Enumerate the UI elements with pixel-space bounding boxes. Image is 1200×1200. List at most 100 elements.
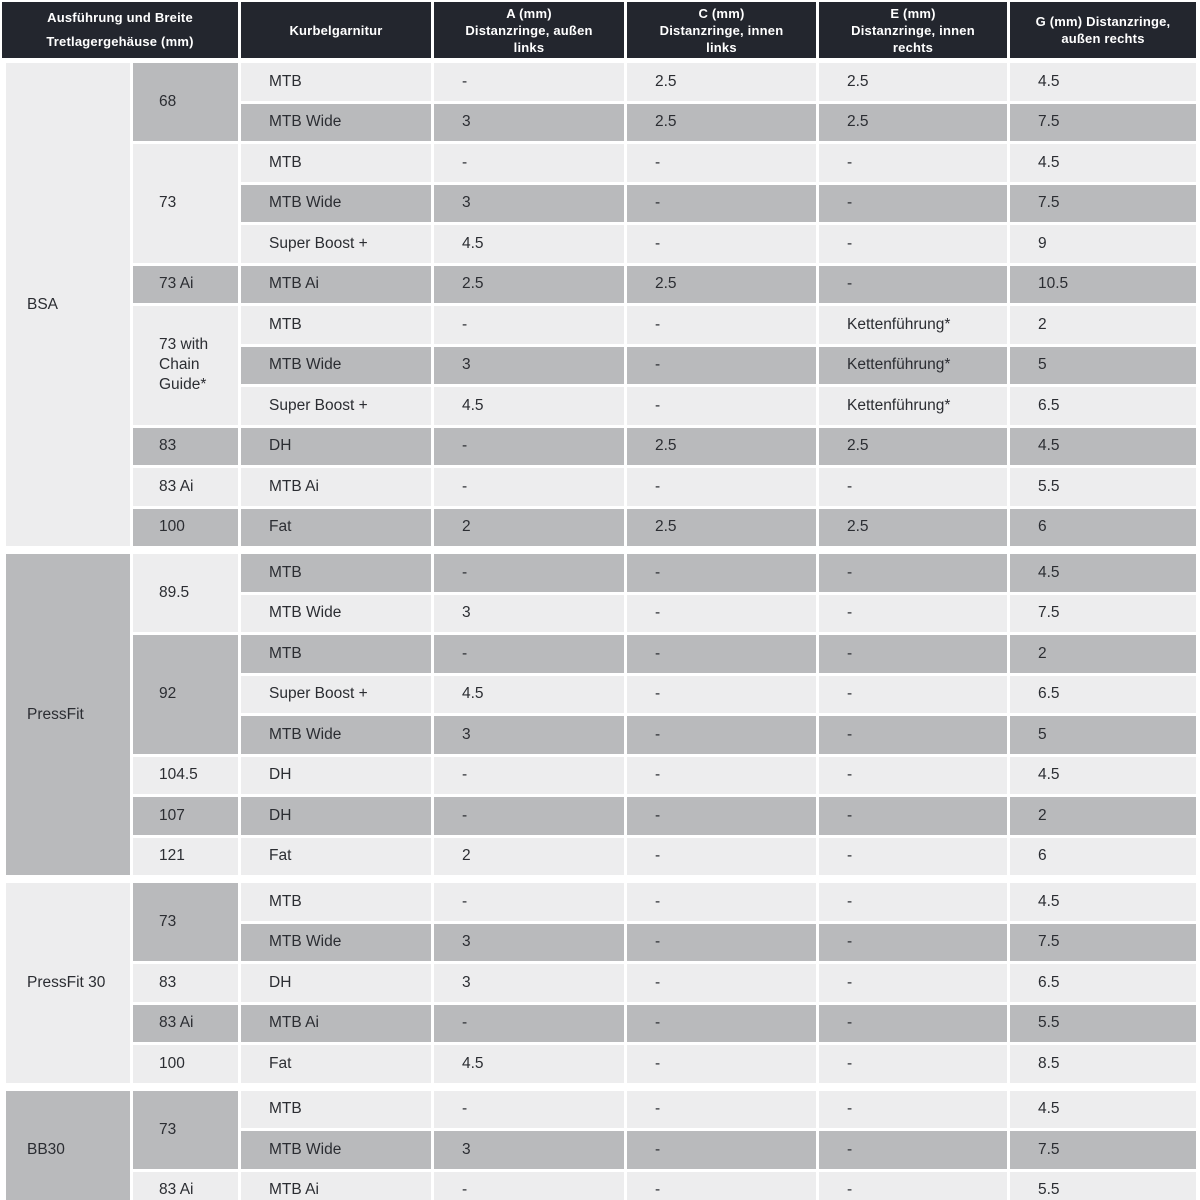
shell-width-cell: 73 (133, 144, 238, 263)
value-c-cell: - (627, 594, 816, 632)
value-g-cell: 2 (1010, 635, 1196, 673)
value-e-cell: - (819, 184, 1007, 222)
shell-width-cell: 73 (133, 1090, 238, 1169)
value-c-cell: - (627, 756, 816, 794)
value-a-cell: - (434, 797, 624, 835)
value-c-cell: - (627, 306, 816, 344)
shell-width-cell: 83 Ai (133, 1171, 238, 1200)
value-a-cell: 4.5 (434, 387, 624, 425)
crankset-cell: MTB Wide (241, 923, 431, 961)
value-g-cell: 7.5 (1010, 1131, 1196, 1169)
shell-width-cell: 121 (133, 837, 238, 875)
value-a-cell: - (434, 427, 624, 465)
value-c-cell: - (627, 1045, 816, 1083)
section-label: BB30 (6, 1090, 130, 1200)
crankset-cell: MTB (241, 144, 431, 182)
shell-width-cell: 73 (133, 883, 238, 961)
value-g-cell: 4.5 (1010, 1090, 1196, 1128)
value-g-cell: 4.5 (1010, 756, 1196, 794)
crankset-cell: MTB Ai (241, 468, 431, 506)
column-header-bb-shell: Ausführung und Breite Tretlagergehäuse (… (2, 2, 238, 58)
value-a-cell: 4.5 (434, 1045, 624, 1083)
value-e-cell: Kettenführung* (819, 306, 1007, 344)
value-a-cell: - (434, 63, 624, 101)
value-e-cell: Kettenführung* (819, 387, 1007, 425)
value-e-cell: - (819, 635, 1007, 673)
value-a-cell: 4.5 (434, 225, 624, 263)
value-c-cell: - (627, 1171, 816, 1200)
value-g-cell: 7.5 (1010, 594, 1196, 632)
value-c-cell: - (627, 837, 816, 875)
shell-width-cell: 92 (133, 635, 238, 754)
value-g-cell: 4.5 (1010, 554, 1196, 592)
crankset-cell: MTB Ai (241, 265, 431, 303)
value-g-cell: 6.5 (1010, 675, 1196, 713)
value-a-cell: - (434, 1171, 624, 1200)
crankset-cell: MTB (241, 883, 431, 921)
crankset-cell: DH (241, 756, 431, 794)
value-e-cell: - (819, 756, 1007, 794)
value-e-cell: - (819, 1004, 1007, 1042)
value-g-cell: 6 (1010, 837, 1196, 875)
crankset-cell: MTB Wide (241, 716, 431, 754)
value-e-cell: - (819, 468, 1007, 506)
value-g-cell: 4.5 (1010, 427, 1196, 465)
value-a-cell: 3 (434, 103, 624, 141)
shell-width-cell: 83 (133, 427, 238, 465)
crankset-cell: MTB Wide (241, 594, 431, 632)
value-c-cell: 2.5 (627, 508, 816, 546)
crankset-cell: Fat (241, 1045, 431, 1083)
value-c-cell: - (627, 635, 816, 673)
value-e-cell: - (819, 594, 1007, 632)
value-g-cell: 7.5 (1010, 184, 1196, 222)
crankset-cell: MTB Wide (241, 1131, 431, 1169)
section-label: PressFit 30 (6, 883, 130, 1083)
value-e-cell: 2.5 (819, 63, 1007, 101)
value-g-cell: 5.5 (1010, 468, 1196, 506)
value-a-cell: 2.5 (434, 265, 624, 303)
value-c-cell: - (627, 675, 816, 713)
crankset-cell: MTB (241, 1090, 431, 1128)
column-header-e: E (mm) Distanzringe, innen rechts (819, 2, 1007, 58)
value-a-cell: 3 (434, 594, 624, 632)
value-a-cell: 2 (434, 837, 624, 875)
value-c-cell: - (627, 964, 816, 1002)
value-e-cell: - (819, 883, 1007, 921)
value-a-cell: - (434, 144, 624, 182)
value-g-cell: 5.5 (1010, 1171, 1196, 1200)
value-e-cell: 2.5 (819, 427, 1007, 465)
crankset-cell: MTB Ai (241, 1004, 431, 1042)
crankset-cell: MTB (241, 63, 431, 101)
value-a-cell: 4.5 (434, 675, 624, 713)
value-c-cell: - (627, 387, 816, 425)
value-c-cell: - (627, 797, 816, 835)
crankset-cell: Super Boost + (241, 675, 431, 713)
value-a-cell: 2 (434, 508, 624, 546)
section-pressfit: PressFit 89.5 MTB - - -4.5 MTB Wide 3- -7.5 92 MTB… (6, 554, 1200, 875)
shell-width-cell: 107 (133, 797, 238, 835)
shell-width-cell: 83 (133, 964, 238, 1002)
value-g-cell: 4.5 (1010, 883, 1196, 921)
value-g-cell: 7.5 (1010, 923, 1196, 961)
value-e-cell: - (819, 964, 1007, 1002)
value-c-cell: 2.5 (627, 103, 816, 141)
crankset-cell: DH (241, 797, 431, 835)
value-c-cell: - (627, 1131, 816, 1169)
value-e-cell: 2.5 (819, 103, 1007, 141)
value-a-cell: - (434, 554, 624, 592)
crankset-cell: MTB Ai (241, 1171, 431, 1200)
value-a-cell: - (434, 883, 624, 921)
value-a-cell: - (434, 1004, 624, 1042)
shell-width-cell: 89.5 (133, 554, 238, 632)
value-g-cell: 4.5 (1010, 144, 1196, 182)
crankset-cell: MTB (241, 554, 431, 592)
value-c-cell: - (627, 184, 816, 222)
value-e-cell: - (819, 265, 1007, 303)
column-header-a: A (mm) Distanzringe, außen links (434, 2, 624, 58)
value-e-cell: - (819, 923, 1007, 961)
value-g-cell: 8.5 (1010, 1045, 1196, 1083)
value-c-cell: - (627, 225, 816, 263)
value-e-cell: - (819, 1131, 1007, 1169)
value-a-cell: 3 (434, 184, 624, 222)
